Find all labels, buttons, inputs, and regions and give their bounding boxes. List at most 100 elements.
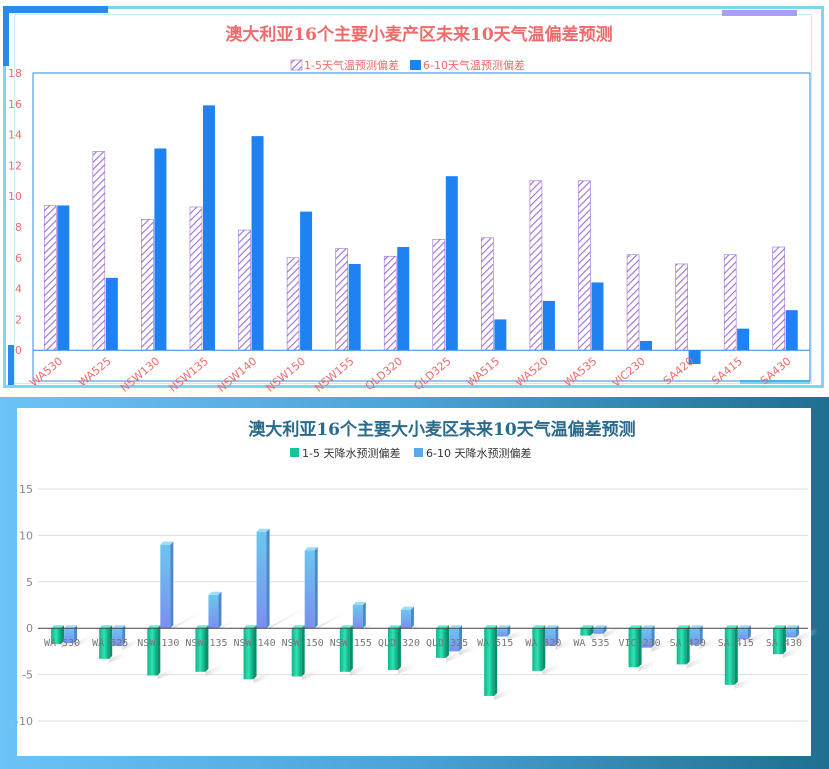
chart-legend: 1-5 天降水预测偏差 6-10 天降水预测偏差: [290, 446, 531, 460]
bar-series-1: [141, 219, 154, 351]
chart-frame-inner-border: [14, 14, 812, 384]
bar-series-2: [545, 625, 559, 646]
chart-title: 澳大利亚16个主要小麦产区未来10天气温偏差预测: [225, 24, 612, 45]
bar-series-1: [676, 625, 690, 665]
precipitation-chart-panel: 澳大利亚16个主要大小麦区未来10天气温偏差预测 1-5 天降水预测偏差 6-1…: [0, 397, 829, 769]
x-category-label: WA535: [561, 355, 599, 390]
x-category-label: QLD320: [363, 355, 405, 393]
legend-swatch-series-2: [410, 60, 421, 70]
bar-series-2: [688, 350, 701, 365]
bar-series-1: [578, 180, 591, 351]
bar-shadow: [253, 669, 276, 684]
bar-series-1: [339, 625, 353, 672]
x-category-label: SA 420: [670, 638, 706, 649]
y-tick-label: 14: [8, 129, 22, 142]
bar-marks: [43, 105, 798, 365]
x-category-label: WA 530: [44, 638, 80, 649]
bar-series-2: [256, 528, 270, 629]
bar-series-2: [445, 176, 458, 351]
x-category-label: SA 415: [718, 638, 754, 649]
bar-shadow: [651, 637, 674, 652]
bar-series-2: [251, 136, 264, 351]
x-category-label: SA415: [709, 355, 745, 388]
x-category-label: NSW 155: [330, 638, 372, 649]
legend-label-series-1: 1-5 天降水预测偏差: [302, 446, 400, 460]
bar-shadow: [314, 608, 354, 629]
y-tick-label: 16: [8, 98, 22, 111]
x-category-label: NSW140: [215, 355, 259, 393]
bar-series-2: [737, 328, 750, 351]
y-tick-label: 0: [26, 622, 33, 635]
bar-shadow: [362, 622, 378, 629]
bar-shadow: [782, 644, 805, 659]
x-axis-category-labels: WA 530 WA 525 NSW 130 NSW 135 NSW 140 NSW 150…: [44, 638, 802, 649]
y-tick-label: 8: [15, 221, 22, 234]
legend-swatch-series-1: [290, 448, 299, 457]
x-category-label: NSW 150: [282, 638, 324, 649]
bar-series-1: [99, 625, 113, 659]
bar-series-2: [64, 625, 78, 644]
precipitation-deviation-chart: 澳大利亚16个主要大小麦区未来10天气温偏差预测 1-5 天降水预测偏差 6-1…: [15, 419, 818, 728]
bar-shadow: [747, 629, 770, 644]
bar-shadow: [699, 634, 722, 649]
bar-series-2: [640, 340, 653, 351]
bar-series-1: [238, 229, 251, 351]
bar-series-1: [92, 151, 106, 351]
bar-shadow: [542, 660, 565, 675]
corner-decoration: [3, 6, 108, 13]
y-tick-label: 18: [8, 67, 22, 80]
y-tick-label: 0: [15, 344, 22, 357]
x-category-label: WA515: [464, 355, 502, 390]
chart-frame-border: [3, 6, 824, 388]
y-tick-label: 15: [19, 483, 33, 496]
bar-series-2: [542, 300, 555, 351]
bar-series-1: [484, 625, 498, 696]
bar-series-1: [43, 205, 57, 351]
bar-series-2: [641, 625, 655, 648]
x-category-label: VIC 230: [618, 638, 660, 649]
bar-marks: [51, 528, 799, 696]
legend-label-series-2: 6-10天气温预测偏差: [423, 58, 525, 72]
bar-shadow: [459, 641, 482, 656]
x-category-label: VIC230: [609, 355, 648, 390]
bar-series-1: [243, 625, 257, 680]
bar-series-1: [383, 255, 397, 351]
y-tick-label: 10: [8, 190, 22, 203]
x-category-label: NSW130: [118, 355, 162, 393]
corner-decoration: [722, 10, 797, 16]
bar-series-2: [497, 625, 511, 637]
y-axis-ticks: 0 2 4 6 8 10 12 14 16 18: [8, 67, 22, 357]
x-category-label: WA 515: [477, 638, 513, 649]
bar-shadow: [555, 635, 578, 650]
bar-shadow: [507, 626, 530, 641]
bar-shadow: [205, 661, 228, 676]
bar-series-2: [785, 310, 798, 351]
temperature-chart-panel: 澳大利亚16个主要小麦产区未来10天气温偏差预测 1-5天气温预测偏差 6-10…: [3, 6, 824, 393]
bar-series-1: [436, 625, 450, 658]
y-tick-label: 5: [26, 576, 33, 589]
bar-series-1: [675, 263, 688, 351]
x-category-label: NSW150: [264, 355, 308, 393]
bar-series-2: [57, 205, 70, 351]
x-category-label: SA420: [661, 355, 697, 388]
bar-shadow: [266, 604, 314, 629]
bar-series-2: [202, 105, 215, 351]
temperature-deviation-chart: 澳大利亚16个主要小麦产区未来10天气温偏差预测 1-5天气温预测偏差 6-10…: [3, 6, 811, 393]
bar-shadow: [301, 666, 324, 681]
bar-series-2: [348, 263, 361, 351]
bar-shadow: [410, 623, 424, 629]
bar-series-1: [291, 625, 305, 677]
x-category-label: NSW 140: [233, 638, 275, 649]
gridlines: [38, 488, 808, 722]
y-tick-label: -5: [22, 669, 33, 682]
bar-series-2: [304, 547, 318, 629]
bar-shadow: [494, 685, 517, 700]
y-tick-label: 2: [15, 313, 22, 326]
bar-series-2: [112, 625, 126, 646]
x-category-label: QLD 325: [426, 638, 468, 649]
x-category-label: WA 520: [525, 638, 561, 649]
plot-area-border: [32, 72, 811, 382]
bar-shadow: [638, 657, 661, 672]
bar-shadow: [603, 623, 626, 638]
x-category-label: NSW135: [166, 355, 210, 393]
